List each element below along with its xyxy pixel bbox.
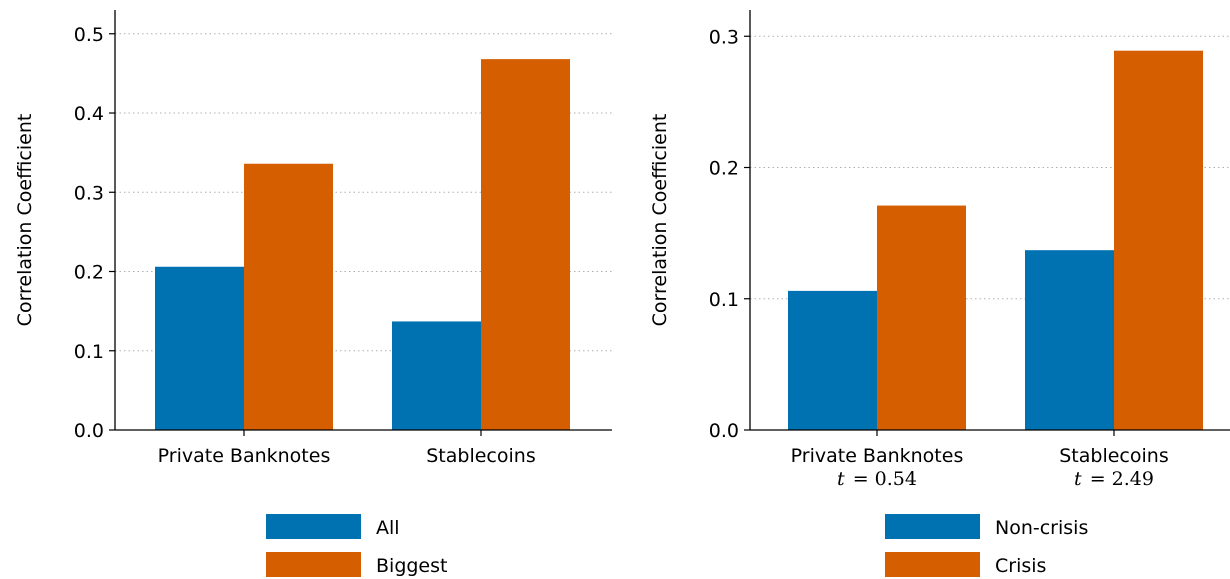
bar-second-series [481,59,570,430]
category-label: Private Banknotes [791,445,964,467]
y-tick-label: 0.4 [74,103,104,125]
bar-first-series [1025,250,1114,430]
y-axis-label: Correlation Coefficient [649,114,671,327]
category-label: Stablecoins [426,445,535,467]
chart-panel-2: 0.0 0.1 0.2 0.3 Private Banknotes Stablecoins… [649,10,1230,577]
y-tick-label: 0.0 [74,420,104,442]
t-symbol: t [1074,468,1082,490]
legend-swatch [885,514,980,539]
bar-second-series [244,163,333,431]
legend-swatch [885,552,980,577]
legend-label: Non-crisis [995,517,1088,539]
y-tick-label: 0.1 [74,341,104,363]
chart-panel-1: 0.0 0.1 0.2 0.3 0.4 0.5 Private Banknotes Stabl… [14,10,612,577]
category-label: Stablecoins [1059,445,1168,467]
legend-label: Biggest [376,555,447,577]
t-value: = 0.54 [853,468,917,490]
t-statistic-label: t = 2.49 [1074,468,1154,490]
legend-label: All [376,517,400,539]
category-label: Private Banknotes [158,445,331,467]
y-tick-label: 0.2 [74,262,104,284]
t-value: = 2.49 [1090,468,1154,490]
legend-swatch [266,552,361,577]
bar-first-series [155,266,244,430]
t-statistic-label: t = 0.54 [837,468,917,490]
legend: All Biggest [266,514,447,577]
y-tick-label: 0.3 [709,26,739,48]
y-tick-label: 0.0 [709,420,739,442]
y-tick-label: 0.5 [74,24,104,46]
legend: Non-crisis Crisis [885,514,1088,577]
bar-second-series [877,205,966,430]
y-axis-label: Correlation Coefficient [14,114,36,327]
y-tick-label: 0.3 [74,182,104,204]
legend-swatch [266,514,361,539]
bar-second-series [1114,50,1203,430]
y-tick-label: 0.2 [709,158,739,180]
t-symbol: t [837,468,845,490]
bar-first-series [392,321,481,430]
legend-label: Crisis [995,555,1046,577]
bar-first-series [788,290,877,430]
y-tick-label: 0.1 [709,289,739,311]
